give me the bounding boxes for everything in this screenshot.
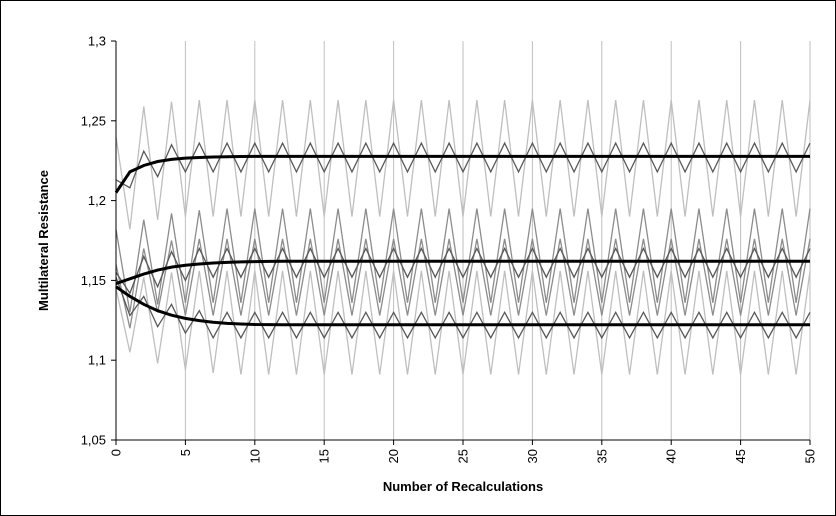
y-axis-title: Multilateral Resistance xyxy=(36,170,51,311)
series-line-9 xyxy=(115,270,811,375)
x-tick-label: 15 xyxy=(317,449,332,463)
x-tick-label: 25 xyxy=(456,449,471,463)
x-tick-label: 5 xyxy=(178,449,193,456)
series-line-2 xyxy=(115,285,810,327)
x-tick-label: 0 xyxy=(109,449,124,456)
y-tick-label: 1,2 xyxy=(88,193,106,208)
x-tick-label: 35 xyxy=(594,449,609,463)
tick-layer: 1,05 1,1 1,15 1,2 1,25 1,3 0 5 10 15 20 25 30 35 40 45 5… xyxy=(81,34,818,464)
y-tick-label: 1,15 xyxy=(81,273,106,288)
y-tick-label: 1,25 xyxy=(81,113,106,128)
y-tick-label: 1,1 xyxy=(88,353,106,368)
series-line-8 xyxy=(115,276,811,340)
x-tick-label: 20 xyxy=(386,449,401,463)
series-layer xyxy=(114,99,811,375)
x-tick-label: 50 xyxy=(803,449,818,463)
series-line-5 xyxy=(115,208,811,313)
x-tick-label: 10 xyxy=(247,449,262,463)
x-tick-label: 40 xyxy=(664,449,679,463)
grid-layer xyxy=(184,41,811,440)
series-line-1 xyxy=(115,259,810,286)
y-tick-label: 1,05 xyxy=(81,433,106,448)
series-line-3 xyxy=(115,99,811,230)
series-line-4 xyxy=(115,141,811,189)
series-line-6 xyxy=(115,238,811,329)
y-tick-label: 1,3 xyxy=(88,34,106,49)
x-tick-label: 45 xyxy=(733,449,748,463)
x-tick-label: 30 xyxy=(525,449,540,463)
series-line-7 xyxy=(115,246,811,295)
x-axis-title: Number of Recalculations xyxy=(383,479,543,494)
series-line-0 xyxy=(114,154,810,194)
